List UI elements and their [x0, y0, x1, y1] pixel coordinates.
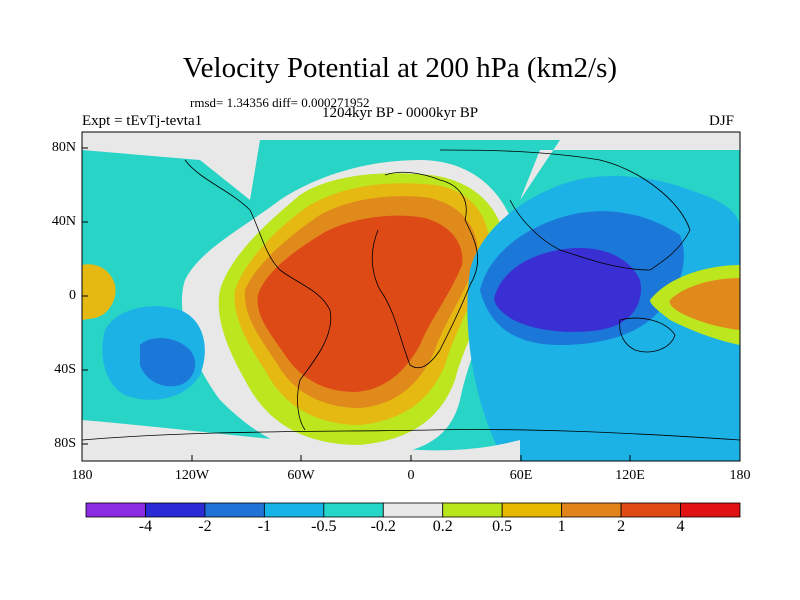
antarctica-coastline — [82, 429, 740, 441]
colorbar-label: 4 — [676, 518, 685, 535]
contour-neutral-north — [82, 132, 740, 200]
colorbar-swatch — [85, 502, 146, 518]
lon-label-120w: 120W — [174, 468, 210, 483]
lon-label-0: 0 — [407, 468, 415, 483]
eurasia-coastline — [439, 149, 691, 271]
colorbar-swatch — [620, 502, 681, 518]
contour-pos2 — [257, 215, 463, 392]
colorbar-label: -0.5 — [311, 518, 337, 535]
colorbar-label: 0.2 — [432, 518, 453, 535]
colorbar-swatch — [501, 502, 563, 518]
contour-neutral-south — [82, 420, 520, 461]
stats-line: rmsd= 1.34356 diff= 0.000271952 — [190, 95, 370, 110]
map-title: Velocity Potential at 200 hPa (km2/s) — [182, 52, 618, 84]
lat-label-40n: 40N — [51, 214, 76, 229]
contour-field — [82, 132, 740, 461]
contour-pos1-pacific — [669, 278, 740, 330]
lat-label-80s: 80S — [54, 436, 76, 451]
lon-label-60w: 60W — [287, 468, 315, 483]
contour-neg2-southpacific — [140, 338, 196, 387]
lon-label-120e: 120E — [615, 468, 645, 483]
colorbar-swatch — [382, 502, 444, 518]
lon-label-180w: 180 — [71, 468, 93, 483]
colorbar-label: -0.2 — [370, 518, 396, 535]
colorbar-swatch — [323, 502, 384, 518]
americas-coastline — [184, 159, 332, 431]
colorbar-label: -4 — [138, 518, 153, 535]
colorbar-swatch — [263, 502, 325, 518]
colorbar-label: -1 — [257, 518, 272, 535]
axis-ticks — [81, 147, 741, 461]
colorbar-swatch — [680, 502, 741, 518]
colorbar-label: -2 — [198, 518, 212, 535]
colorbar-swatch — [204, 502, 265, 518]
colorbar-label: 2 — [617, 518, 626, 535]
lon-label-180e: 180 — [729, 468, 751, 483]
lat-label-40s: 40S — [54, 362, 76, 377]
colorbar-label: 1 — [557, 518, 566, 535]
coastlines — [82, 149, 740, 441]
africa-coastline — [371, 171, 478, 369]
colorbar-swatch — [442, 502, 503, 518]
experiment-label: Expt = tEvTj-tevta1 — [82, 113, 203, 129]
lat-label-0: 0 — [69, 288, 76, 303]
australia-coastline — [619, 317, 676, 353]
colorbar-swatch — [145, 502, 206, 518]
season-label: DJF — [709, 113, 735, 129]
colorbar-label: 0.5 — [492, 518, 513, 535]
lat-label-80n: 80N — [51, 140, 76, 155]
lon-label-60e: 60E — [509, 468, 533, 483]
contour-pos05-dateline — [82, 264, 116, 320]
contour-neg4-east — [494, 247, 641, 332]
period-label: 1204kyr BP - 0000kyr BP — [322, 105, 479, 121]
colorbar-swatch — [561, 502, 622, 518]
colorbar — [85, 502, 741, 518]
